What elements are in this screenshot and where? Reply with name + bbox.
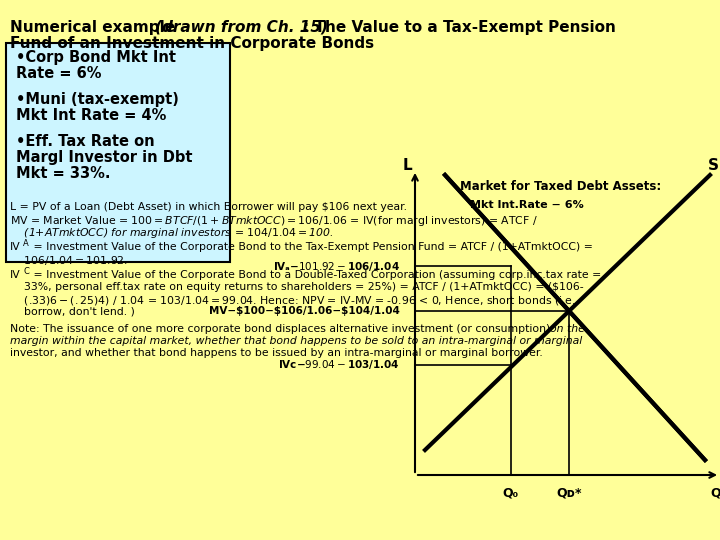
Text: Margl Investor in Dbt: Margl Investor in Dbt (16, 150, 192, 165)
Text: Fund of an Investment in Corporate Bonds: Fund of an Investment in Corporate Bonds (10, 36, 374, 51)
Text: Rate = 6%: Rate = 6% (16, 66, 102, 81)
Text: IV: IV (10, 242, 21, 252)
Text: $106/1.04 = $101.92.: $106/1.04 = $101.92. (10, 254, 128, 267)
Text: MV−$100−$106/1.06−$104/1.04: MV−$100−$106/1.06−$104/1.04 (209, 306, 400, 316)
Text: Note: The issuance of one more corporate bond displaces alternative investment (: Note: The issuance of one more corporate… (10, 324, 554, 334)
Text: Q₀: Q₀ (503, 487, 519, 500)
Text: Numerical example: Numerical example (10, 20, 181, 35)
Text: Mkt Int Rate = 4%: Mkt Int Rate = 4% (16, 108, 166, 123)
FancyBboxPatch shape (6, 43, 230, 262)
Text: 33%, personal eff.tax rate on equity returns to shareholders = 25%) = ATCF / (1+: 33%, personal eff.tax rate on equity ret… (10, 282, 584, 292)
Text: IVₐ−$101.92−$106/1.04: IVₐ−$101.92−$106/1.04 (273, 260, 400, 273)
Text: C: C (23, 267, 29, 276)
Text: D: D (719, 468, 720, 483)
Text: S: S (708, 158, 719, 172)
Text: (1+ATmktOCC) for marginal investors = $104/1.04 = $100.: (1+ATmktOCC) for marginal investors = $1… (10, 226, 333, 240)
Text: (.33)$6-(.25)$4) / 1.04 = $103/1.04 = $99.04. Hence: NPV = IV-MV = -0.96 < 0, He: (.33)$6-(.25)$4) / 1.04 = $103/1.04 = $9… (10, 294, 580, 307)
Text: Qᴅ*: Qᴅ* (557, 487, 582, 500)
Text: IV: IV (10, 270, 21, 280)
Text: : The Value to a Tax-Exempt Pension: : The Value to a Tax-Exempt Pension (303, 20, 616, 35)
Text: = Investment Value of the Corporate Bond to a Double-Taxed Corporation (assuming: = Investment Value of the Corporate Bond… (30, 270, 601, 280)
Text: •Corp Bond Mkt Int: •Corp Bond Mkt Int (16, 50, 176, 65)
Text: Mkt Int.Rate − 6%: Mkt Int.Rate − 6% (470, 200, 584, 210)
Text: Mkt = 33%.: Mkt = 33%. (16, 166, 110, 181)
Text: •Muni (tax-exempt): •Muni (tax-exempt) (16, 92, 179, 107)
Text: MV = Market Value = $100 = BTCF / (1+BTmktOCC) = $106/1.06 = IV(for margl invest: MV = Market Value = $100 = BTCF / (1+BTm… (10, 214, 538, 228)
Text: (drawn from Ch. 15): (drawn from Ch. 15) (155, 20, 328, 35)
Text: A: A (23, 239, 29, 248)
Text: on the: on the (550, 324, 585, 334)
Text: Market for Taxed Debt Assets:: Market for Taxed Debt Assets: (460, 180, 661, 193)
Text: IVᴄ−$99.04−$103/1.04: IVᴄ−$99.04−$103/1.04 (278, 359, 400, 372)
Text: L = PV of a Loan (Debt Asset) in which Borrower will pay $106 next year.: L = PV of a Loan (Debt Asset) in which B… (10, 202, 407, 212)
Text: Qᴅ: Qᴅ (711, 487, 720, 500)
Text: margin within the capital market, whether that bond happens to be sold to an int: margin within the capital market, whethe… (10, 336, 582, 346)
Text: = Investment Value of the Corporate Bond to the Tax-Exempt Pension Fund = ATCF /: = Investment Value of the Corporate Bond… (30, 242, 593, 252)
Text: •Eff. Tax Rate on: •Eff. Tax Rate on (16, 134, 155, 149)
Text: L: L (402, 158, 412, 172)
Text: borrow, don't lend. ): borrow, don't lend. ) (10, 306, 135, 316)
Text: investor, and whether that bond happens to be issued by an intra-marginal or mar: investor, and whether that bond happens … (10, 348, 543, 358)
